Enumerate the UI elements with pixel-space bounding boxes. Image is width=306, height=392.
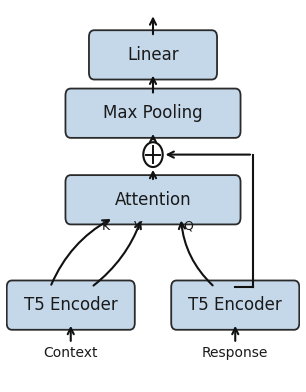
Circle shape [143, 142, 163, 167]
Text: Max Pooling: Max Pooling [103, 104, 203, 122]
Text: Response: Response [202, 347, 268, 360]
FancyBboxPatch shape [89, 30, 217, 80]
Text: T5 Encoder: T5 Encoder [24, 296, 118, 314]
FancyBboxPatch shape [65, 89, 241, 138]
Text: Attention: Attention [115, 191, 191, 209]
FancyBboxPatch shape [65, 175, 241, 224]
Text: Q: Q [183, 220, 193, 232]
Text: V: V [134, 220, 143, 232]
FancyBboxPatch shape [171, 281, 299, 330]
Text: Linear: Linear [127, 46, 179, 64]
FancyBboxPatch shape [7, 281, 135, 330]
Text: K: K [102, 220, 110, 232]
Text: T5 Encoder: T5 Encoder [188, 296, 282, 314]
Text: Context: Context [43, 347, 98, 360]
